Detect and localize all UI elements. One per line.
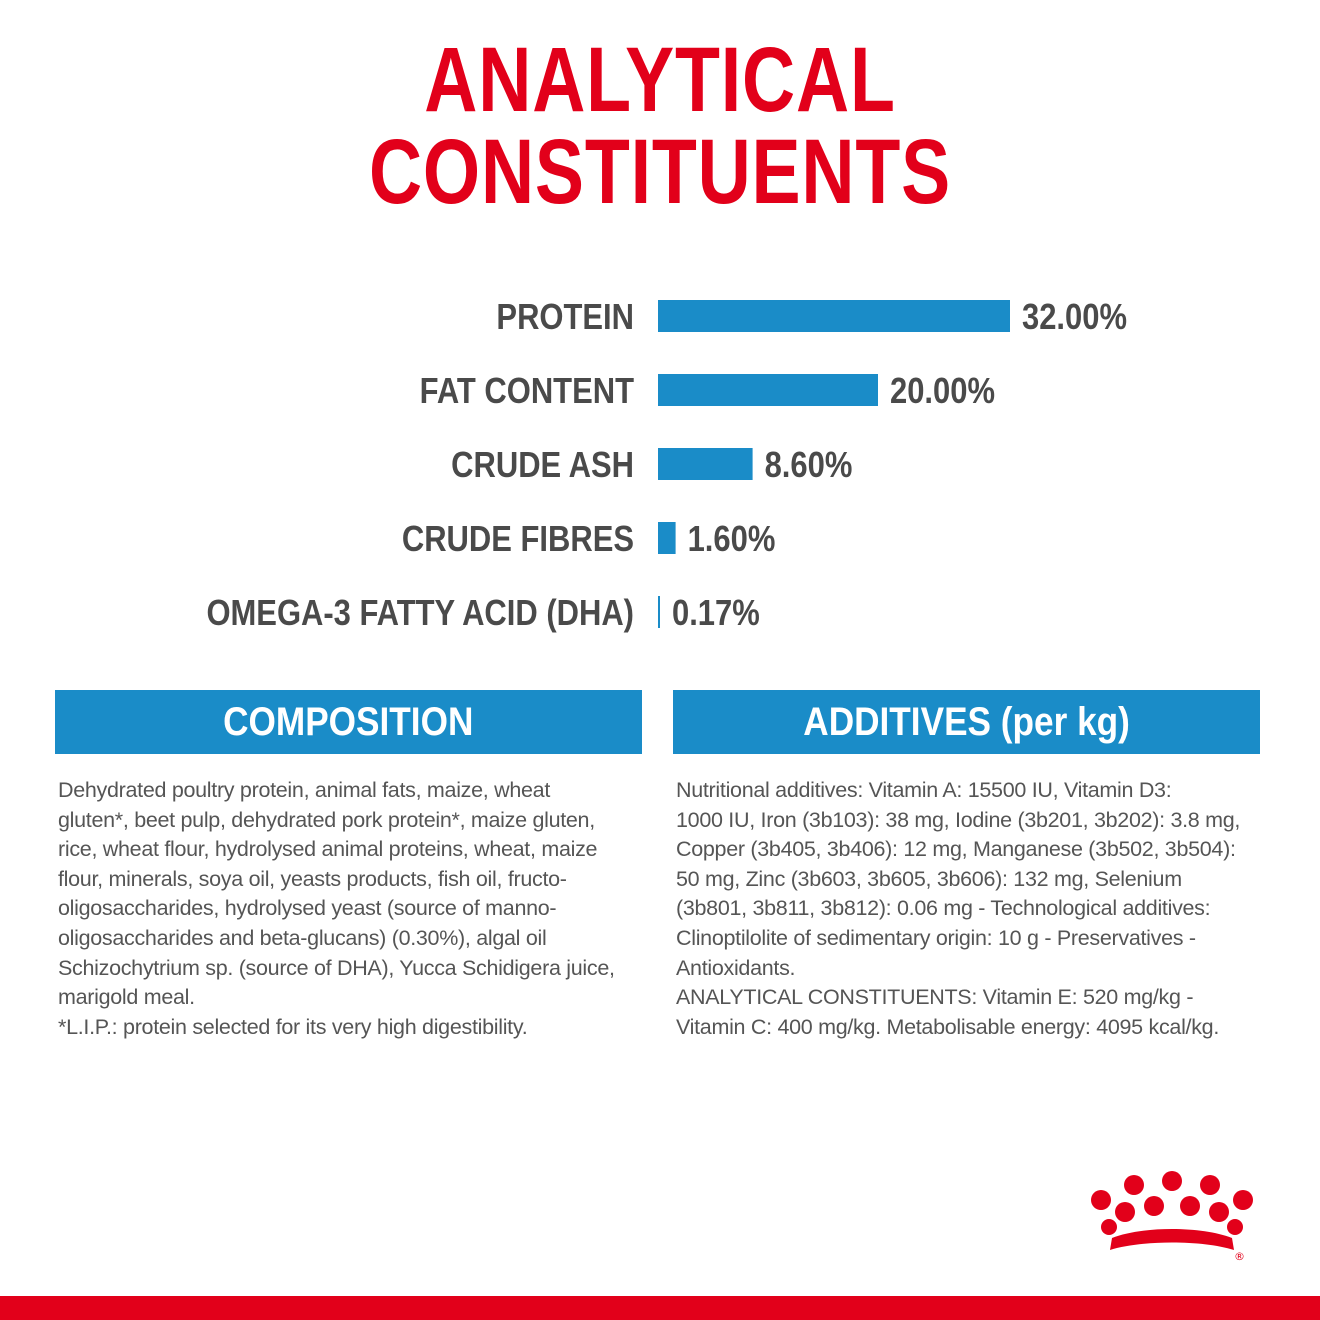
royal-crown-logo: ® — [1091, 1171, 1253, 1263]
crown-dot — [1162, 1171, 1182, 1191]
composition-line: oligosaccharides, hydrolysed yeast (sour… — [58, 896, 557, 921]
category-label: CRUDE ASH — [451, 446, 634, 486]
composition-line: *L.I.P.: protein selected for its very h… — [58, 1014, 528, 1039]
composition-line: gluten*, beet pulp, dehydrated pork prot… — [58, 807, 595, 832]
composition-text: Dehydrated poultry protein, animal fats,… — [58, 776, 648, 1042]
category-label: OMEGA-3 FATTY ACID (DHA) — [206, 594, 634, 634]
additives-line: Clinoptilolite of sedimentary origin: 10… — [676, 925, 1196, 950]
crown-dot — [1233, 1190, 1253, 1210]
registered-mark: ® — [1234, 1250, 1245, 1263]
additives-line: Antioxidants. — [676, 955, 796, 980]
crown-dot — [1091, 1190, 1111, 1210]
value-label: 8.60% — [765, 446, 853, 486]
additives-line: (3b801, 3b811, 3b812): 0.06 mg - Technol… — [676, 896, 1211, 921]
crown-dot — [1180, 1196, 1200, 1216]
composition-line: oligosaccharides and beta-glucans) (0.30… — [58, 925, 547, 950]
value-label: 0.17% — [672, 594, 760, 634]
value-label: 20.00% — [890, 372, 995, 412]
additives-header: ADDITIVES (per kg) — [673, 690, 1260, 754]
composition-header: COMPOSITION — [55, 690, 642, 754]
crown-band — [1110, 1229, 1234, 1250]
category-label: FAT CONTENT — [420, 372, 635, 412]
bar — [658, 448, 753, 480]
composition-line: Dehydrated poultry protein, animal fats,… — [58, 778, 550, 802]
additives-heading: ADDITIVES (per kg) — [803, 699, 1130, 744]
crown-dot — [1209, 1202, 1229, 1222]
composition-line: rice, wheat flour, hydrolysed animal pro… — [58, 837, 598, 862]
crown-dot — [1227, 1219, 1243, 1235]
composition-line: Schizochytrium sp. (source of DHA), Yucc… — [58, 955, 615, 980]
crown-dot — [1144, 1196, 1164, 1216]
bar — [658, 300, 1010, 332]
additives-line: Copper (3b405, 3b406): 12 mg, Manganese … — [676, 837, 1236, 862]
bottom-brand-strip — [0, 1296, 1320, 1320]
analytical-constituents-chart: PROTEIN 32.00% FAT CONTENT 20.00% CRUDE ASH 8… — [206, 298, 1127, 634]
bar — [658, 522, 676, 554]
additives-line: Vitamin C: 400 mg/kg. Metabolisable ener… — [676, 1014, 1220, 1039]
composition-heading: COMPOSITION — [223, 699, 474, 744]
additives-line: 1000 IU, Iron (3b103): 38 mg, Iodine (3b… — [676, 807, 1241, 832]
crown-dot — [1200, 1175, 1220, 1195]
additives-text: Nutritional additives: Vitamin A: 15500 … — [676, 776, 1276, 1042]
crown-dot — [1115, 1202, 1135, 1222]
crown-dot — [1124, 1175, 1144, 1195]
composition-line: marigold meal. — [58, 985, 195, 1010]
composition-line: flour, minerals, soya oil, yeasts produc… — [58, 866, 567, 891]
value-label: 1.60% — [688, 520, 776, 560]
additives-line: Nutritional additives: Vitamin A: 15500 … — [676, 778, 1172, 802]
additives-line: 50 mg, Zinc (3b603, 3b605, 3b606): 132 m… — [676, 866, 1182, 891]
page-title: ANALYTICAL CONSTITUENTS — [368, 29, 952, 223]
bar — [658, 374, 878, 406]
additives-line: ANALYTICAL CONSTITUENTS: Vitamin E: 520 … — [676, 985, 1194, 1010]
value-label: 32.00% — [1022, 298, 1127, 338]
crown-dot — [1101, 1219, 1117, 1235]
category-label: PROTEIN — [496, 298, 634, 338]
category-label: CRUDE FIBRES — [402, 520, 634, 560]
bar — [658, 596, 660, 628]
